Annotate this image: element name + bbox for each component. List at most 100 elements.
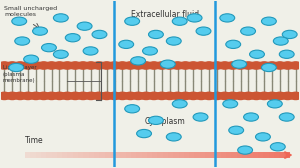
Polygon shape bbox=[210, 152, 216, 158]
Circle shape bbox=[234, 62, 247, 69]
Circle shape bbox=[166, 133, 181, 141]
Circle shape bbox=[281, 92, 294, 99]
Polygon shape bbox=[200, 152, 205, 158]
Circle shape bbox=[124, 62, 137, 69]
Circle shape bbox=[258, 92, 271, 99]
Circle shape bbox=[92, 92, 105, 99]
Polygon shape bbox=[279, 152, 284, 158]
Circle shape bbox=[0, 92, 11, 99]
Text: Time: Time bbox=[25, 136, 44, 145]
Polygon shape bbox=[25, 152, 31, 158]
Circle shape bbox=[171, 62, 184, 69]
Circle shape bbox=[202, 92, 216, 99]
Text: Extracellular fluid: Extracellular fluid bbox=[131, 10, 199, 19]
Polygon shape bbox=[242, 152, 248, 158]
Circle shape bbox=[273, 62, 286, 69]
Circle shape bbox=[179, 92, 192, 99]
Circle shape bbox=[53, 92, 66, 99]
Circle shape bbox=[69, 62, 82, 69]
Circle shape bbox=[92, 30, 107, 39]
Polygon shape bbox=[268, 152, 274, 158]
Circle shape bbox=[148, 116, 164, 124]
Polygon shape bbox=[68, 152, 73, 158]
Circle shape bbox=[45, 62, 58, 69]
Polygon shape bbox=[253, 152, 258, 158]
Circle shape bbox=[242, 92, 255, 99]
Polygon shape bbox=[226, 152, 232, 158]
Circle shape bbox=[270, 143, 285, 151]
Circle shape bbox=[258, 62, 271, 69]
Text: Small uncharged
molecules: Small uncharged molecules bbox=[4, 6, 58, 17]
Circle shape bbox=[53, 14, 68, 22]
Polygon shape bbox=[142, 152, 147, 158]
Circle shape bbox=[273, 37, 288, 45]
Circle shape bbox=[148, 30, 164, 39]
Circle shape bbox=[187, 14, 202, 22]
Circle shape bbox=[218, 92, 231, 99]
Circle shape bbox=[6, 92, 19, 99]
Circle shape bbox=[202, 62, 216, 69]
Polygon shape bbox=[205, 152, 210, 158]
Circle shape bbox=[24, 55, 38, 63]
Circle shape bbox=[65, 34, 80, 42]
Circle shape bbox=[124, 92, 137, 99]
Circle shape bbox=[100, 92, 113, 99]
Circle shape bbox=[37, 62, 50, 69]
Polygon shape bbox=[62, 152, 68, 158]
Polygon shape bbox=[232, 152, 237, 158]
Polygon shape bbox=[263, 152, 268, 158]
Circle shape bbox=[250, 92, 263, 99]
Polygon shape bbox=[221, 152, 226, 158]
Polygon shape bbox=[83, 152, 89, 158]
Circle shape bbox=[244, 113, 259, 121]
Circle shape bbox=[281, 62, 294, 69]
Circle shape bbox=[41, 44, 56, 52]
Circle shape bbox=[195, 62, 208, 69]
Polygon shape bbox=[36, 152, 41, 158]
Polygon shape bbox=[115, 152, 120, 158]
Circle shape bbox=[125, 105, 140, 113]
Circle shape bbox=[136, 129, 152, 138]
Circle shape bbox=[163, 62, 176, 69]
Polygon shape bbox=[126, 152, 131, 158]
Text: Cytoplasm: Cytoplasm bbox=[145, 117, 185, 126]
Polygon shape bbox=[274, 152, 279, 158]
Polygon shape bbox=[216, 152, 221, 158]
Circle shape bbox=[69, 92, 82, 99]
Circle shape bbox=[279, 50, 294, 58]
Circle shape bbox=[210, 92, 224, 99]
Circle shape bbox=[266, 92, 279, 99]
Circle shape bbox=[132, 62, 145, 69]
Polygon shape bbox=[178, 152, 184, 158]
Circle shape bbox=[242, 62, 255, 69]
Circle shape bbox=[61, 92, 74, 99]
Circle shape bbox=[61, 62, 74, 69]
Circle shape bbox=[210, 62, 224, 69]
Circle shape bbox=[266, 62, 279, 69]
Polygon shape bbox=[110, 152, 115, 158]
Circle shape bbox=[155, 62, 168, 69]
Circle shape bbox=[262, 17, 276, 25]
Circle shape bbox=[289, 92, 300, 99]
Polygon shape bbox=[41, 152, 46, 158]
Polygon shape bbox=[78, 152, 83, 158]
Circle shape bbox=[14, 92, 27, 99]
Circle shape bbox=[226, 62, 239, 69]
Circle shape bbox=[160, 60, 175, 68]
Circle shape bbox=[76, 92, 90, 99]
Circle shape bbox=[229, 126, 244, 134]
Polygon shape bbox=[237, 152, 242, 158]
Circle shape bbox=[108, 92, 121, 99]
Circle shape bbox=[29, 92, 42, 99]
Polygon shape bbox=[173, 152, 178, 158]
Circle shape bbox=[53, 62, 66, 69]
Circle shape bbox=[267, 100, 282, 108]
Polygon shape bbox=[168, 152, 173, 158]
Circle shape bbox=[195, 92, 208, 99]
Circle shape bbox=[125, 17, 140, 25]
Circle shape bbox=[83, 47, 98, 55]
Circle shape bbox=[262, 63, 276, 72]
Circle shape bbox=[108, 62, 121, 69]
Circle shape bbox=[29, 62, 42, 69]
Polygon shape bbox=[131, 152, 136, 158]
